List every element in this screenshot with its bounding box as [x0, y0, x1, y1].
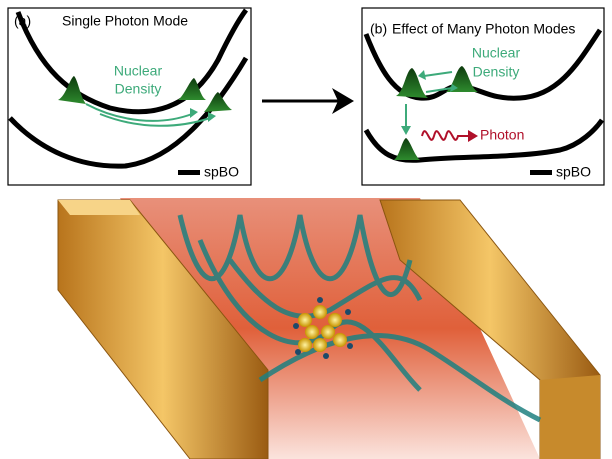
- panel-b: Photon (b) Effect of Many Photon Modes N…: [362, 8, 604, 185]
- density-label: Nuclear: [472, 45, 521, 61]
- density-label: Density: [473, 64, 520, 80]
- legend-label: spBO: [204, 164, 239, 180]
- density-label: Nuclear: [114, 63, 163, 79]
- panel-label: (b): [370, 21, 387, 37]
- cavity-illustration: [58, 198, 600, 459]
- legend-swatch: [530, 170, 552, 175]
- mirror-face: [540, 375, 600, 459]
- density-label: Density: [115, 81, 162, 97]
- mirror-top: [58, 200, 140, 215]
- panel-title: Single Photon Mode: [62, 13, 188, 29]
- legend-label: spBO: [556, 164, 591, 180]
- figure: (a) Single Photon Mode Nuclear Density s…: [0, 0, 612, 459]
- photon-label: Photon: [480, 127, 524, 143]
- panel-title: Effect of Many Photon Modes: [392, 21, 575, 37]
- panel-a: (a) Single Photon Mode Nuclear Density s…: [8, 8, 251, 185]
- panel-label: (a): [14, 13, 31, 29]
- legend-swatch: [178, 170, 200, 175]
